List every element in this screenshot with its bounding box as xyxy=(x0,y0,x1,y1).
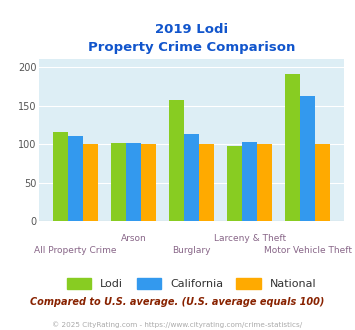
Bar xyxy=(199,144,214,221)
Bar xyxy=(141,144,156,221)
Text: Compared to U.S. average. (U.S. average equals 100): Compared to U.S. average. (U.S. average … xyxy=(30,297,325,307)
Text: Motor Vehicle Theft: Motor Vehicle Theft xyxy=(264,246,352,255)
Bar xyxy=(257,144,272,221)
Bar xyxy=(126,143,141,221)
Bar xyxy=(315,144,331,221)
Bar xyxy=(242,142,257,221)
Bar xyxy=(111,143,126,221)
Text: Burglary: Burglary xyxy=(173,246,211,255)
Bar xyxy=(184,134,199,221)
Bar xyxy=(300,96,315,221)
Bar xyxy=(169,100,184,221)
Bar xyxy=(68,136,83,221)
Bar xyxy=(53,132,68,221)
Bar xyxy=(83,144,98,221)
Bar xyxy=(285,74,300,221)
Title: 2019 Lodi
Property Crime Comparison: 2019 Lodi Property Crime Comparison xyxy=(88,23,295,54)
Bar xyxy=(227,146,242,221)
Text: All Property Crime: All Property Crime xyxy=(34,246,117,255)
Text: Arson: Arson xyxy=(121,234,147,243)
Text: Larceny & Theft: Larceny & Theft xyxy=(214,234,286,243)
Legend: Lodi, California, National: Lodi, California, National xyxy=(62,274,321,294)
Text: © 2025 CityRating.com - https://www.cityrating.com/crime-statistics/: © 2025 CityRating.com - https://www.city… xyxy=(53,322,302,328)
